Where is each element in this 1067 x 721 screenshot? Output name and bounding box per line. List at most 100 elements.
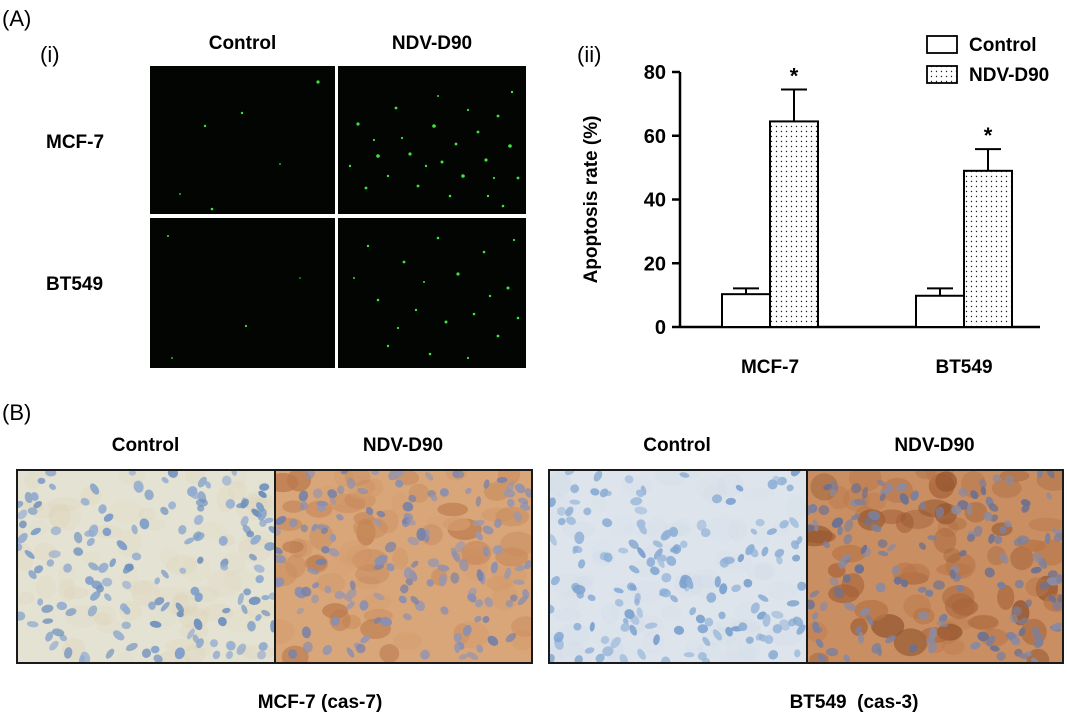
cytoplasm-stain bbox=[164, 639, 200, 652]
cytoplasm-stain bbox=[379, 644, 400, 662]
cell-nucleus bbox=[786, 484, 794, 492]
cytoplasm-stain bbox=[364, 478, 384, 497]
cell-nucleus bbox=[602, 518, 613, 528]
cell-nucleus bbox=[683, 652, 695, 658]
cell-nucleus bbox=[437, 564, 450, 572]
cytoplasm-stain bbox=[96, 619, 124, 634]
cell-nucleus bbox=[737, 554, 745, 563]
cell-nucleus bbox=[184, 537, 195, 545]
cell-nucleus bbox=[634, 592, 641, 604]
cell-nucleus bbox=[891, 565, 901, 575]
cell-nucleus bbox=[50, 526, 62, 536]
cytoplasm-stain bbox=[854, 599, 889, 621]
cell-nucleus bbox=[370, 471, 380, 476]
cytoplasm-stain bbox=[328, 555, 355, 577]
cytoplasm-stain bbox=[227, 471, 247, 489]
cell-nucleus bbox=[24, 550, 35, 559]
cell-nucleus bbox=[505, 632, 517, 643]
cell-nucleus bbox=[27, 507, 38, 516]
cell-nucleus bbox=[472, 519, 485, 527]
cell-nucleus bbox=[719, 583, 728, 595]
cell-nucleus bbox=[808, 524, 815, 532]
cell-nucleus bbox=[634, 506, 648, 515]
cell-nucleus bbox=[30, 527, 41, 536]
cell-nucleus bbox=[689, 607, 697, 616]
cell-nucleus bbox=[248, 596, 261, 605]
column-header-ndv-bt549: NDV-D90 bbox=[894, 435, 975, 456]
cell-nucleus bbox=[257, 508, 267, 521]
ihc-image-bt549-control bbox=[550, 471, 806, 662]
cell-nucleus bbox=[346, 647, 355, 658]
y-tick-label: 0 bbox=[655, 317, 666, 339]
cell-nucleus bbox=[779, 520, 789, 529]
cell-nucleus bbox=[653, 548, 663, 560]
cell-nucleus bbox=[989, 645, 1000, 652]
cell-nucleus bbox=[395, 479, 404, 488]
cell-nucleus bbox=[1046, 471, 1055, 479]
cell-nucleus bbox=[702, 636, 711, 647]
cytoplasm-stain bbox=[561, 521, 596, 539]
cell-nucleus bbox=[949, 569, 956, 580]
cell-nucleus bbox=[289, 518, 298, 528]
significance-star: * bbox=[790, 64, 799, 89]
cell-nucleus bbox=[380, 617, 392, 627]
cell-nucleus bbox=[761, 546, 769, 557]
cell-nucleus bbox=[815, 627, 823, 634]
micrograph-bt549-control bbox=[150, 218, 335, 368]
cell-nucleus bbox=[195, 498, 208, 507]
cell-nucleus bbox=[620, 623, 630, 632]
cell-nucleus bbox=[255, 614, 262, 622]
cell-nucleus bbox=[573, 622, 582, 631]
cell-nucleus bbox=[818, 505, 830, 516]
cell-nucleus bbox=[153, 654, 163, 662]
cell-nucleus bbox=[490, 561, 499, 574]
cell-nucleus bbox=[822, 541, 831, 549]
cell-nucleus bbox=[1052, 601, 1062, 611]
cytoplasm-stain bbox=[391, 491, 409, 519]
cytoplasm-stain bbox=[511, 616, 531, 637]
cell-nucleus bbox=[178, 525, 187, 535]
cell-nucleus bbox=[745, 544, 755, 556]
cell-nucleus bbox=[866, 614, 874, 626]
cell-nucleus bbox=[222, 607, 231, 614]
cell-nucleus bbox=[475, 496, 482, 507]
cell-nucleus bbox=[1011, 606, 1022, 617]
cell-nucleus bbox=[407, 536, 419, 546]
cytoplasm-stain bbox=[808, 525, 833, 547]
cell-nucleus bbox=[373, 518, 382, 527]
cytoplasm-stain bbox=[942, 637, 965, 656]
cell-nucleus bbox=[1017, 652, 1029, 660]
cell-nucleus bbox=[49, 483, 56, 491]
cell-nucleus bbox=[1021, 504, 1030, 513]
cytoplasm-stain bbox=[108, 500, 144, 524]
cytoplasm-stain bbox=[392, 547, 409, 570]
cell-nucleus bbox=[131, 524, 138, 535]
cell-nucleus bbox=[977, 631, 989, 642]
cell-nucleus bbox=[276, 526, 281, 536]
cell-nucleus bbox=[160, 601, 170, 612]
cell-nucleus bbox=[294, 590, 303, 598]
cell-nucleus bbox=[218, 536, 228, 546]
cell-nucleus bbox=[812, 612, 819, 620]
cytoplasm-stain bbox=[969, 614, 1000, 631]
cell-nucleus bbox=[248, 553, 257, 561]
cell-nucleus bbox=[988, 533, 995, 544]
cell-nucleus bbox=[864, 517, 873, 526]
cell-nucleus bbox=[26, 621, 39, 628]
cytoplasm-stain bbox=[1010, 546, 1034, 571]
cytoplasm-stain bbox=[276, 618, 295, 645]
cell-nucleus bbox=[120, 603, 128, 612]
cell-nucleus bbox=[85, 576, 94, 585]
cell-nucleus bbox=[101, 577, 113, 587]
cytoplasm-stain bbox=[683, 471, 701, 480]
cell-nucleus bbox=[933, 580, 945, 590]
cell-nucleus bbox=[604, 490, 612, 497]
fluorescence-dots bbox=[179, 80, 320, 211]
cell-nucleus bbox=[755, 518, 765, 527]
cell-nucleus bbox=[1051, 622, 1062, 631]
cell-nucleus bbox=[1046, 577, 1060, 586]
cell-nucleus bbox=[141, 648, 152, 658]
y-axis-title: Apoptosis rate (%) bbox=[581, 116, 602, 284]
cell-nucleus bbox=[341, 593, 353, 603]
cell-nucleus bbox=[37, 598, 44, 606]
